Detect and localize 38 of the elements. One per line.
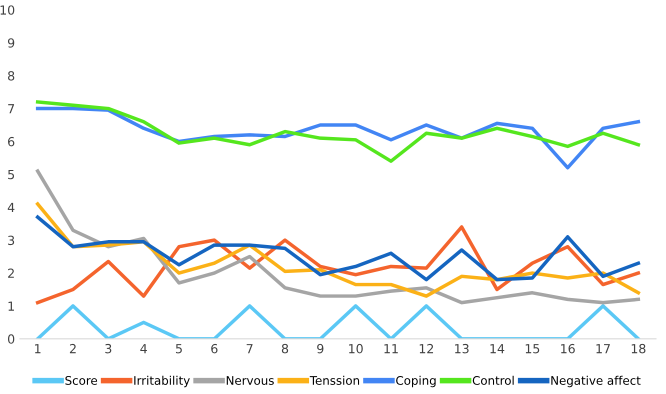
line-series (36, 215, 640, 282)
y-tick-label: 7 (8, 104, 14, 114)
x-tick-label: 17 (596, 344, 610, 354)
legend-label: Nervous (226, 376, 274, 385)
x-tick-label: 4 (140, 344, 147, 354)
legend-label: Tenssion (310, 376, 360, 385)
y-tick-label: 4 (8, 202, 14, 212)
x-tick-label: 1 (35, 344, 40, 354)
x-tick-label: 11 (384, 344, 398, 354)
y-tick-label: 0 (8, 334, 14, 344)
legend-label: Control (472, 376, 514, 385)
x-tick-label: 6 (211, 344, 218, 354)
legend-label: Score (65, 376, 98, 385)
y-tick-label: 1 (8, 302, 14, 311)
y-tick-label: 8 (8, 71, 14, 81)
x-tick-label: 2 (70, 344, 76, 354)
y-tick-label: 2 (8, 268, 14, 278)
x-tick-label: 8 (282, 344, 288, 354)
x-tick-label: 7 (246, 344, 253, 354)
legend-label: Irritability (134, 376, 190, 388)
x-tick-label: 9 (317, 344, 324, 354)
x-tick-label: 15 (526, 344, 540, 354)
line-series (36, 100, 640, 163)
x-tick-label: 12 (420, 344, 434, 354)
x-tick-label: 3 (105, 344, 112, 354)
x-tick-label: 16 (561, 344, 575, 354)
x-tick-label: 10 (349, 344, 363, 354)
x-tick-label: 5 (176, 344, 182, 354)
legend-label: Negative affect (551, 376, 641, 388)
y-tick-label: 5 (8, 170, 14, 180)
x-tick-label: 14 (490, 344, 504, 354)
x-tick-label: 13 (455, 344, 469, 354)
y-tick-label: 3 (8, 236, 14, 246)
y-tick-label: 6 (8, 136, 14, 146)
x-tick-label: 18 (632, 344, 646, 354)
legend-label: Coping (396, 376, 436, 388)
y-tick-label: 10 (0, 5, 14, 15)
y-tick-label: 9 (8, 38, 14, 48)
